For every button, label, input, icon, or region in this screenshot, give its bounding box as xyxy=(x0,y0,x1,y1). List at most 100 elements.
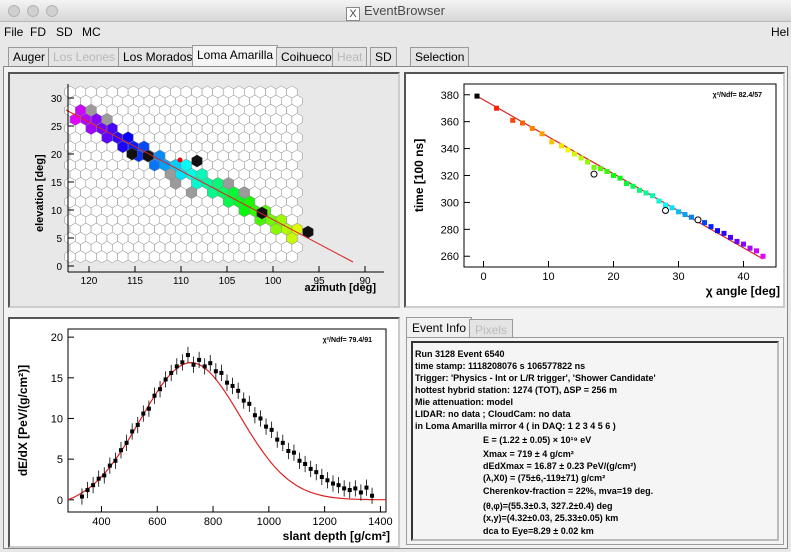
time-point xyxy=(747,245,753,251)
menu-mc[interactable]: MC xyxy=(82,25,101,39)
time-point xyxy=(604,168,610,174)
time-point xyxy=(643,190,649,196)
tab-los-morados[interactable]: Los Morados xyxy=(118,47,198,66)
profile-point xyxy=(163,377,168,382)
camera-pixel xyxy=(191,250,203,264)
camera-pixel xyxy=(138,250,150,264)
info-xmax: Xmax = 719 ± 4 g/cm² xyxy=(483,449,574,459)
menu-fd[interactable]: FD xyxy=(30,25,46,39)
tab-coihueco[interactable]: Coihueco xyxy=(276,47,337,66)
camera-pixel xyxy=(180,250,192,264)
y-tick-label: 380 xyxy=(441,90,459,102)
menu-sd[interactable]: SD xyxy=(56,25,73,39)
profile-point xyxy=(191,362,196,367)
camera-pixel xyxy=(64,250,76,264)
profile-point xyxy=(146,406,151,411)
x-tick-label: 10 xyxy=(542,271,554,283)
time-point xyxy=(630,183,636,189)
time-point xyxy=(741,241,746,247)
time-point-open xyxy=(590,170,598,178)
x-tick-label: 600 xyxy=(148,516,166,528)
camera-pixel xyxy=(244,250,256,264)
close-window-button[interactable] xyxy=(8,5,20,17)
camera-x-tick-label: 100 xyxy=(265,276,282,287)
profile-point xyxy=(264,424,269,429)
camera-pixel xyxy=(159,250,171,264)
time-point xyxy=(559,143,564,149)
camera-xlabel: azimuth [deg] xyxy=(305,282,377,294)
camera-pixel xyxy=(96,250,108,264)
profile-point xyxy=(241,398,246,403)
profile-point xyxy=(258,416,263,421)
tab-sd[interactable]: SD xyxy=(370,47,397,66)
profile-point xyxy=(130,429,135,434)
camera-pixel xyxy=(117,250,129,264)
profile-point xyxy=(107,463,112,468)
profile-point xyxy=(297,458,302,463)
time-point xyxy=(520,120,525,126)
profile-point xyxy=(370,493,375,498)
profile-point xyxy=(275,437,280,442)
time-point-open xyxy=(662,206,669,214)
y-tick-label: 360 xyxy=(441,117,459,129)
profile-point xyxy=(79,494,84,499)
camera-pixel xyxy=(233,250,245,264)
profile-point xyxy=(169,370,174,375)
tab-heat[interactable]: Heat xyxy=(332,47,368,66)
x-axis-label: χ angle [deg] xyxy=(706,284,780,298)
y-tick-label: 300 xyxy=(441,197,459,209)
time-point xyxy=(676,209,681,215)
time-point xyxy=(529,125,535,131)
tab-loma-amarilla[interactable]: Loma Amarilla xyxy=(192,45,279,66)
time-point xyxy=(702,220,707,226)
x-tick-label: 30 xyxy=(672,271,684,283)
tab-los-leones[interactable]: Los Leones xyxy=(48,47,121,66)
time-point xyxy=(637,187,642,193)
profile-point xyxy=(325,478,330,483)
time-point xyxy=(578,155,584,161)
camera-pixel-bad xyxy=(191,154,203,168)
camera-pixel-bad xyxy=(256,206,268,220)
profile-point xyxy=(185,353,190,358)
profile-point xyxy=(308,466,313,471)
y-axis-label: time [100 ns] xyxy=(412,139,426,212)
profile-point xyxy=(85,488,90,493)
zoom-window-button[interactable] xyxy=(46,5,58,17)
chi2-annotation: χ²/Ndf= 82.4/57 xyxy=(713,92,762,99)
profile-point xyxy=(342,486,347,491)
info-energy: E = (1.22 ± 0.05) × 10¹⁹ eV xyxy=(483,435,592,445)
profile-point xyxy=(347,488,352,493)
menu-help[interactable]: Hel xyxy=(771,25,790,39)
timefit-chart[interactable]: 0 10 20 30 40 260 280 300 320 340 360 380 χ angle [d… xyxy=(406,74,783,306)
event-info-text: Run 3128 Event 6540 time stamp: 11182080… xyxy=(411,341,779,541)
tab-auger[interactable]: Auger xyxy=(8,47,51,66)
minimize-window-button[interactable] xyxy=(27,5,39,17)
time-point xyxy=(721,230,727,236)
menu-file[interactable]: File xyxy=(4,25,24,39)
camera-y-tick-label: 30 xyxy=(51,94,63,105)
time-point xyxy=(650,193,655,199)
camera-x-tick-label: 95 xyxy=(313,276,325,287)
tab-selection[interactable]: Selection xyxy=(410,47,470,66)
tab-event-info[interactable]: Event Info xyxy=(406,317,473,337)
time-point xyxy=(598,166,603,172)
info-theta-phi: (θ,φ)=(55.3±0.3, 327.2±0.4) deg xyxy=(483,501,613,511)
time-point xyxy=(624,181,629,187)
profile-chart[interactable]: 400 600 800 1000 1200 1400 0 5 10 15 20 slant depth… xyxy=(10,319,398,546)
time-point xyxy=(682,212,688,218)
profile-point xyxy=(230,383,235,388)
x-tick-label: 0 xyxy=(480,271,486,283)
event-info-panel: Run 3128 Event 6540 time stamp: 11182080… xyxy=(406,337,784,545)
profile-point xyxy=(280,440,285,445)
profile-canvas-frame: 400 600 800 1000 1200 1400 0 5 10 15 20 slant depth… xyxy=(8,317,400,548)
time-point xyxy=(474,93,480,99)
x-tick-label: 40 xyxy=(737,271,749,283)
camera-view[interactable]: 0 5 10 15 20 25 30 120 115 110 105 100 95 90 elevatio… xyxy=(10,74,398,306)
profile-point xyxy=(331,481,335,486)
camera-x-tick-label: 115 xyxy=(127,276,143,287)
profile-point xyxy=(174,364,179,369)
profile-point xyxy=(269,427,274,432)
profile-point xyxy=(252,413,257,418)
y-tick-label: 20 xyxy=(51,332,63,344)
tab-pixels[interactable]: Pixels xyxy=(469,319,514,337)
